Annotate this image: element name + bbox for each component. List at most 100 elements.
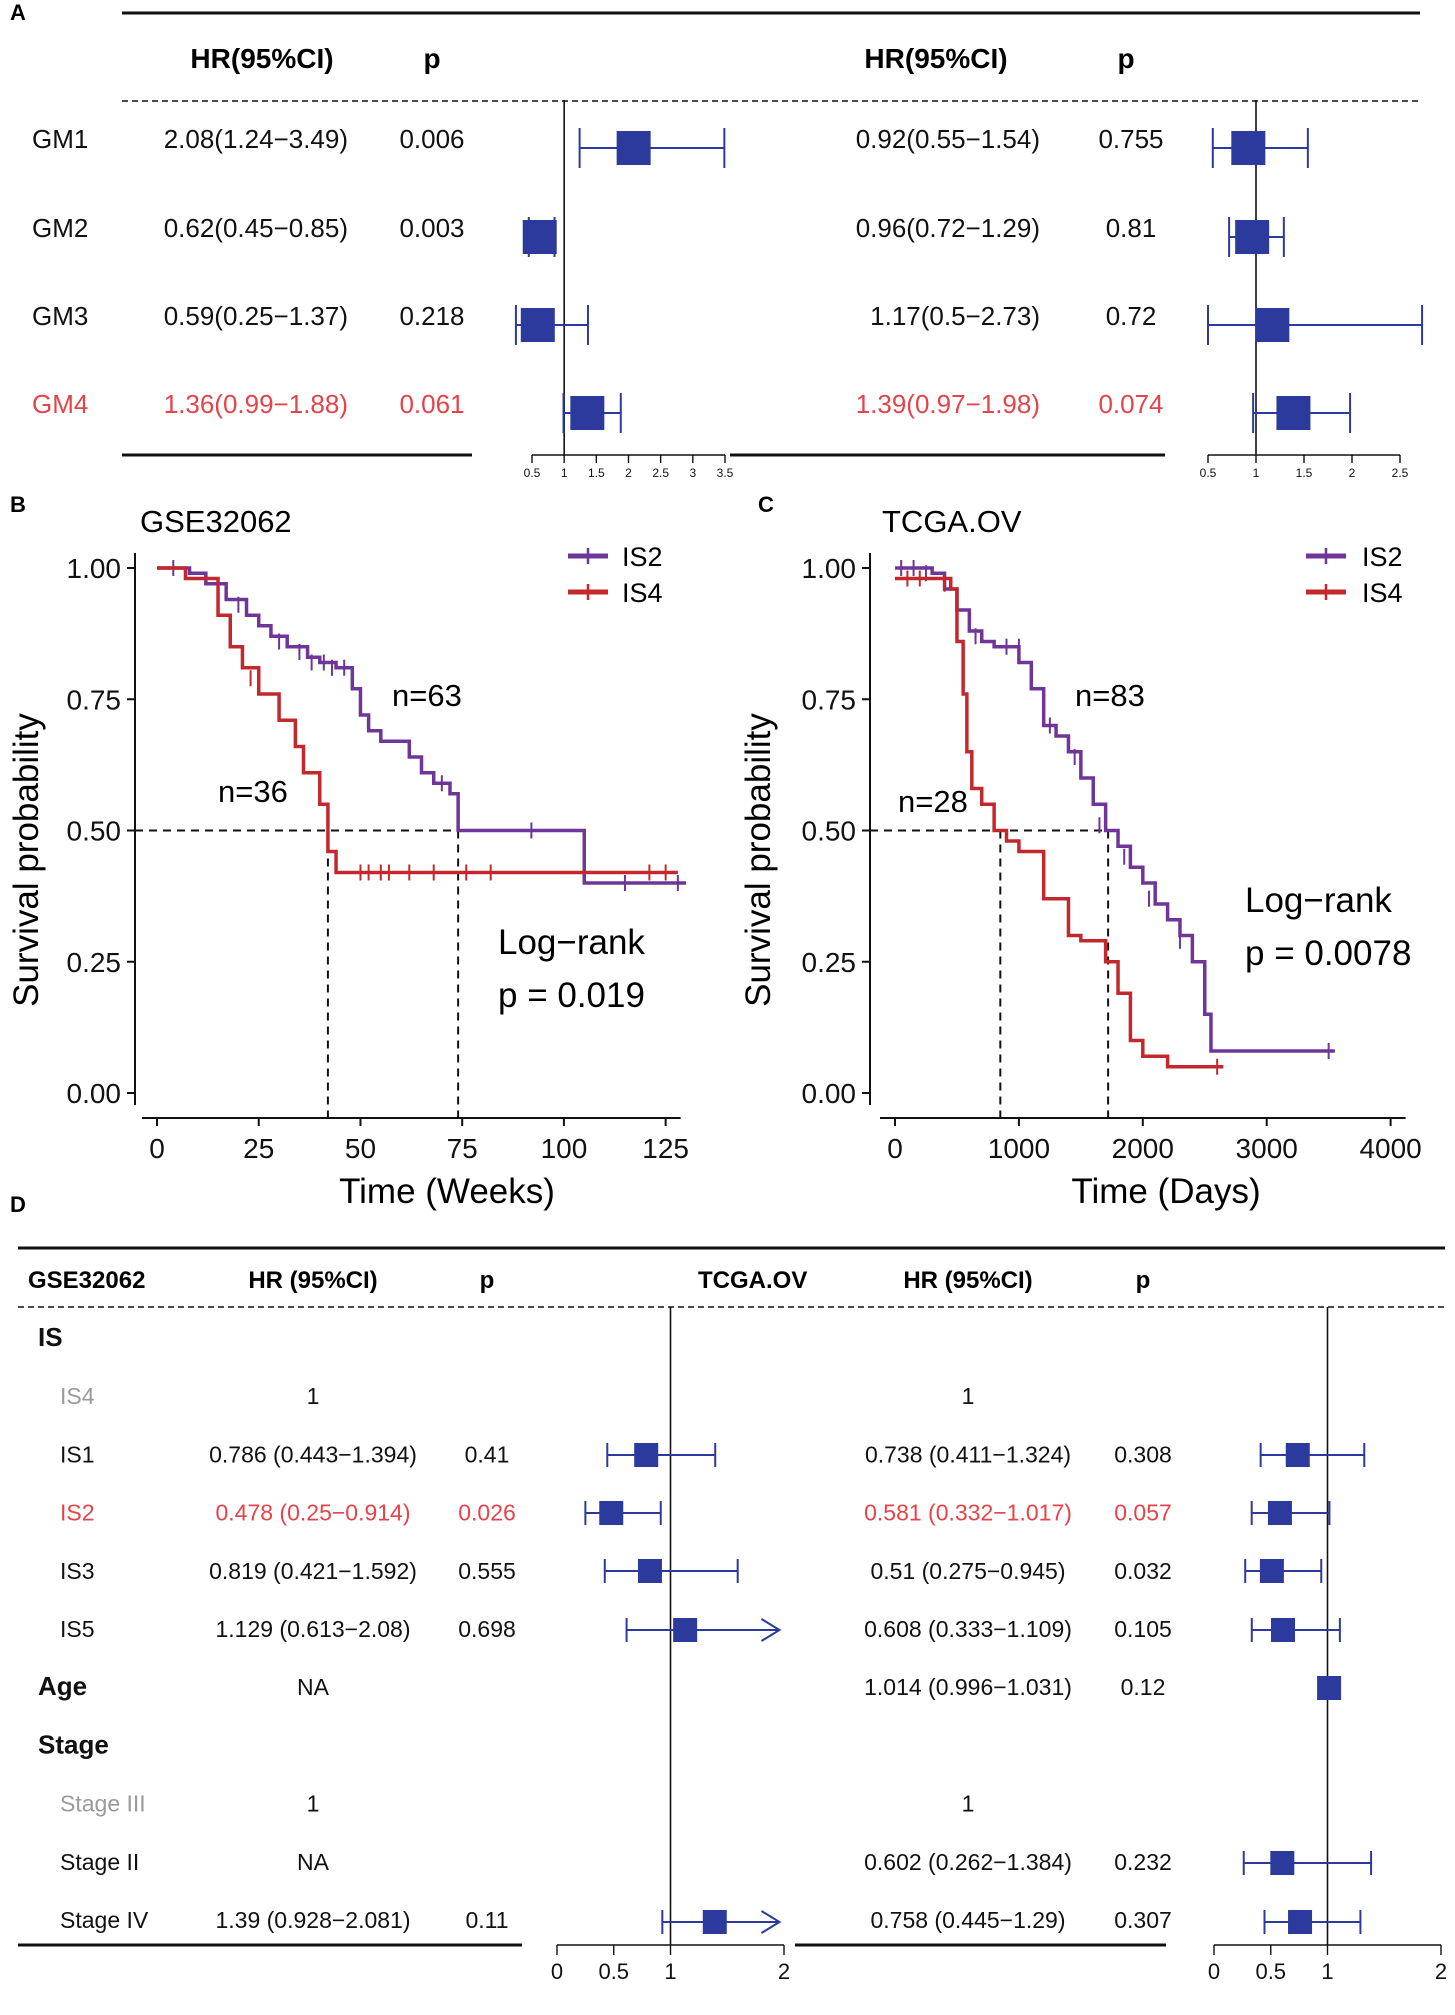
panel-d-right-tick-label: 1	[1321, 1959, 1333, 1984]
panel-label-c: C	[758, 492, 774, 517]
panel-d-hr-left: 0.478 (0.25−0.914)	[215, 1500, 410, 1526]
panel-a-right-tick-label: 2.5	[1392, 466, 1409, 480]
panel-d-row-label: Age	[38, 1671, 87, 1701]
panel-b-curve-is2	[157, 566, 686, 885]
panel-a-right-point-gm1	[1231, 131, 1266, 165]
panel-d-left-point-stage-iv	[702, 1910, 727, 1934]
panel-c-n-is2: n=83	[1075, 678, 1145, 713]
panel-b-n-is2: n=63	[392, 678, 462, 713]
panel-d-row-label: Stage II	[60, 1849, 139, 1875]
panel-d-hr-left: NA	[297, 1674, 330, 1700]
panel-a-p-left: 0.061	[399, 389, 464, 419]
panel-d-p-left: 0.026	[458, 1500, 516, 1526]
panel-d-p-right: 0.057	[1114, 1500, 1172, 1526]
panel-a-right-tick-label: 0.5	[1200, 466, 1217, 480]
panel-a-right-tick-label: 2	[1349, 466, 1356, 480]
panel-d-hr-right: 0.51 (0.275−0.945)	[870, 1558, 1065, 1584]
panel-a-right-tick-label: 1	[1253, 466, 1260, 480]
panel-a-row-label: GM1	[32, 124, 88, 154]
panel-d-head-hr-left: HR (95%CI)	[248, 1267, 377, 1294]
panel-b-x-tick-label: 0	[149, 1133, 165, 1164]
panel-d-p-right: 0.308	[1114, 1441, 1172, 1467]
panel-d-hr-right: 0.758 (0.445−1.29)	[870, 1907, 1065, 1933]
panel-a-left-point-gm2	[522, 220, 557, 254]
panel-a-head-p-right: p	[1117, 43, 1134, 74]
panel-d-p-right: 0.12	[1121, 1674, 1166, 1700]
panel-d-row-label: IS4	[60, 1383, 95, 1409]
panel-b-curve-is4	[157, 566, 678, 875]
panel-d-head-hr-right: HR (95%CI)	[903, 1267, 1032, 1294]
panel-d-hr-left: 1	[307, 1791, 320, 1817]
panel-d-rows: IS IS4 1 1 IS1 0.786 (0.443−1.394) 0.41 0.738 (…	[38, 1322, 1172, 1933]
panel-d-p-left: 0.698	[458, 1616, 516, 1642]
panel-d-forest: GSE32062 HR (95%CI) p TCGA.OV HR (95%CI)…	[18, 1246, 1447, 1984]
panel-c-y-tick-label: 0.25	[802, 947, 857, 978]
panel-d-hr-right: 1.014 (0.996−1.031)	[864, 1674, 1072, 1700]
panel-b-x-tick-label: 50	[345, 1133, 376, 1164]
panel-d-p-left: 0.11	[465, 1907, 508, 1933]
panel-d-row-label: Stage IV	[60, 1907, 149, 1933]
panel-a-p-left: 0.003	[399, 213, 464, 243]
panel-b-title: GSE32062	[140, 504, 292, 539]
panel-b-logrank: Log−rank	[498, 923, 645, 962]
panel-b-y-tick-label: 0.50	[67, 816, 122, 847]
panel-b-legend: IS2 IS4	[568, 542, 663, 608]
panel-b-x-tick-label: 100	[541, 1133, 588, 1164]
panel-a-p-left: 0.006	[399, 124, 464, 154]
panel-d-hr-left: NA	[297, 1849, 330, 1875]
panel-b-pvalue: p = 0.019	[498, 976, 645, 1015]
panel-a-p-right: 0.81	[1106, 213, 1157, 243]
panel-c-y-tick-label: 0.50	[802, 816, 857, 847]
panel-d-p-right: 0.105	[1114, 1616, 1172, 1642]
panel-a-row-label: GM4	[32, 389, 88, 419]
panel-a-left-point-gm3	[520, 308, 555, 342]
panel-d-right-point-is1	[1285, 1443, 1310, 1467]
panel-d-p-right: 0.307	[1114, 1907, 1172, 1933]
panel-b-km-plot: 0.00 0.25 0.50 0.75 1.00 0 25 50 75 100 125	[67, 553, 689, 1164]
panel-a-left-point-gm4	[570, 396, 605, 430]
panel-a-p-right: 0.755	[1098, 124, 1163, 154]
panel-a-right-forest-plot: 0.5 1 1.5 2 2.5	[1200, 100, 1424, 480]
panel-d-hr-left: 0.819 (0.421−1.592)	[209, 1558, 417, 1584]
panel-c-km-plot: 0.00 0.25 0.50 0.75 1.00 0 1000 2000 3000 4000	[802, 553, 1422, 1164]
panel-a-p-right: 0.72	[1106, 301, 1157, 331]
panel-c-legend-is2: IS2	[1362, 542, 1403, 572]
panel-c-n-is4: n=28	[898, 784, 968, 819]
panel-c-legend: IS2 IS4	[1306, 542, 1403, 608]
panel-a-left-tick-label: 0.5	[524, 466, 541, 480]
panel-b-xlabel: Time (Weeks)	[339, 1172, 555, 1211]
panel-label-d: D	[10, 1192, 26, 1217]
panel-a-hr-right: 0.96(0.72−1.29)	[856, 213, 1040, 243]
panel-b-x-tick-label: 125	[642, 1133, 689, 1164]
panel-c-xlabel: Time (Days)	[1071, 1172, 1260, 1211]
panel-d-left-tick-label: 0.5	[598, 1959, 629, 1984]
panel-d-row-label: IS5	[60, 1616, 95, 1642]
panel-a-left-tick-label: 2.5	[652, 466, 669, 480]
panel-a-head-hr-right: HR(95%CI)	[864, 43, 1007, 74]
panel-d-hr-left: 1.129 (0.613−2.08)	[215, 1616, 410, 1642]
panel-d-hr-right: 1	[962, 1791, 975, 1817]
panel-c-pvalue: p = 0.0078	[1245, 934, 1411, 973]
panel-b-legend-is2: IS2	[622, 542, 663, 572]
panel-c-x-tick-label: 2000	[1112, 1133, 1174, 1164]
panel-d-right-point-is5	[1271, 1618, 1296, 1642]
panel-d-right-point-is2	[1267, 1501, 1292, 1525]
panel-c-x-tick-label: 0	[887, 1133, 903, 1164]
panel-d-p-right: 0.032	[1114, 1558, 1172, 1584]
panel-a-hr-left: 2.08(1.24−3.49)	[164, 124, 348, 154]
panel-a-right-point-gm4	[1276, 396, 1311, 430]
panel-d-head-right: TCGA.OV	[698, 1267, 807, 1294]
panel-d-left-tick-label: 1	[664, 1959, 676, 1984]
panel-b-x-tick-label: 25	[243, 1133, 274, 1164]
panel-a-hr-right: 1.39(0.97−1.98)	[856, 389, 1040, 419]
panel-c-legend-is4: IS4	[1362, 578, 1403, 608]
panel-a-forest: HR(95%CI) p HR(95%CI) p GM1 2.08(1.24−3.4…	[32, 11, 1424, 480]
panel-a-left-tick-label: 3	[689, 466, 696, 480]
panel-d-head-p-left: p	[480, 1267, 495, 1294]
panel-a-hr-left: 0.62(0.45−0.85)	[164, 213, 348, 243]
panel-c-logrank: Log−rank	[1245, 881, 1392, 920]
panel-d-right-point-stage-ii	[1270, 1851, 1295, 1875]
panel-a-right-point-gm2	[1235, 220, 1270, 254]
panel-a-hr-right: 0.92(0.55−1.54)	[856, 124, 1040, 154]
panel-d-hr-right: 1	[962, 1383, 975, 1409]
